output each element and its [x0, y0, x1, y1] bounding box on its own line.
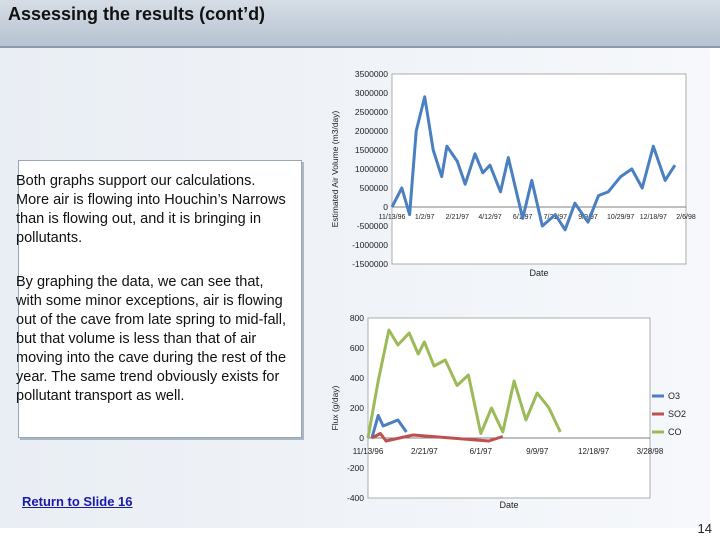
x-axis-title: Date — [529, 268, 548, 278]
y-tick-label: 0 — [359, 433, 364, 443]
y-tick-label: -200 — [347, 463, 364, 473]
y-tick-label: 0 — [383, 202, 388, 212]
series-line-o3 — [370, 414, 408, 439]
y-tick-label: 600 — [350, 343, 364, 353]
title-bar: Assessing the results (cont’d) — [0, 0, 720, 48]
slide-title: Assessing the results (cont’d) — [8, 4, 266, 24]
x-tick-label: 4/12/97 — [478, 214, 501, 221]
x-tick-label: 12/18/97 — [578, 447, 610, 456]
y-tick-label: 1500000 — [355, 145, 388, 155]
page-number: 14 — [697, 521, 712, 536]
y-axis-title: Flux (g/day) — [330, 385, 340, 430]
y-tick-label: -1500000 — [352, 259, 388, 269]
y-tick-label: -1000000 — [352, 240, 388, 250]
flux-chart: 800 600 400 200 0 -200 -400 11/13/96 2/21/97 6/1/… — [330, 313, 686, 510]
y-tick-label: 2000000 — [355, 126, 388, 136]
y-tick-label: -500000 — [357, 221, 388, 231]
x-tick-label: 1/2/97 — [415, 214, 435, 221]
legend-label-so2: SO2 — [668, 409, 686, 419]
series-line-co — [366, 328, 562, 439]
x-tick-label: 2/21/97 — [411, 447, 438, 456]
y-tick-label: 1000000 — [355, 164, 388, 174]
y-tick-label: 2500000 — [355, 107, 388, 117]
air-volume-chart: 3500000 3000000 2500000 2000000 1500000 10000… — [330, 69, 696, 278]
x-axis-title: Date — [499, 500, 518, 510]
explanation-paragraph-1: Both graphs support our calculations. Mo… — [16, 173, 286, 246]
y-axis-title: Estimated Air Volume (m3/day) — [330, 110, 340, 227]
x-tick-label: 7/21/97 — [544, 214, 567, 221]
y-tick-label: 3500000 — [355, 69, 388, 79]
y-tick-label: 800 — [350, 313, 364, 323]
y-tick-label: 200 — [350, 403, 364, 413]
return-to-slide-16-link[interactable]: Return to Slide 16 — [22, 494, 133, 509]
x-tick-label: 11/13/96 — [353, 447, 384, 456]
y-tick-label: 400 — [350, 373, 364, 383]
x-tick-label: 9/9/97 — [526, 447, 549, 456]
y-tick-label: 500000 — [360, 183, 389, 193]
x-tick-label: 2/6/98 — [676, 214, 696, 221]
series-line-so2 — [371, 432, 504, 443]
legend-label-co: CO — [668, 427, 682, 437]
x-tick-label: 11/13/96 — [379, 214, 406, 221]
x-tick-label: 6/1/97 — [470, 447, 493, 456]
explanation-box — [18, 160, 302, 438]
x-tick-label: 3/28/98 — [637, 447, 664, 456]
x-tick-label: 2/21/97 — [446, 214, 469, 221]
legend-label-o3: O3 — [668, 391, 680, 401]
y-tick-label: 3000000 — [355, 88, 388, 98]
x-tick-label: 9/9/97 — [578, 214, 598, 221]
x-tick-label: 12/18/97 — [640, 214, 667, 221]
explanation-paragraph-2: By graphing the data, we can see that, w… — [16, 274, 287, 404]
series-line-0 — [390, 95, 677, 232]
x-tick-label: 10/29/97 — [607, 214, 634, 221]
y-tick-label: -400 — [347, 493, 364, 503]
plot-area — [391, 73, 687, 265]
